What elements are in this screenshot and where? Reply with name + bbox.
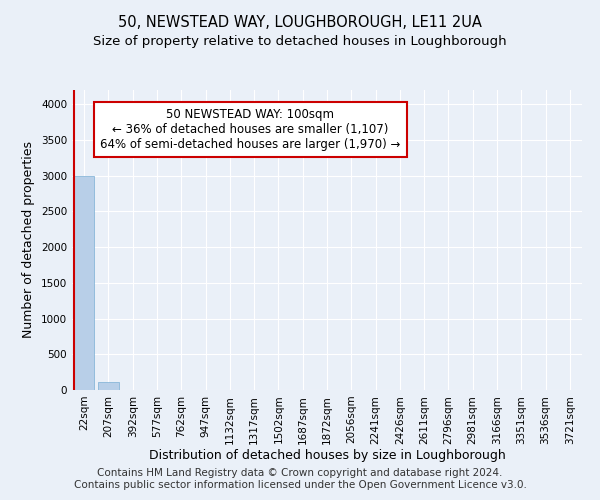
Text: Contains HM Land Registry data © Crown copyright and database right 2024.
Contai: Contains HM Land Registry data © Crown c…	[74, 468, 526, 490]
Bar	[74, 176, 94, 390]
Y-axis label: Number of detached properties: Number of detached properties	[22, 142, 35, 338]
X-axis label: Distribution of detached houses by size in Loughborough: Distribution of detached houses by size …	[149, 449, 505, 462]
Text: 50 NEWSTEAD WAY: 100sqm
← 36% of detached houses are smaller (1,107)
64% of semi: 50 NEWSTEAD WAY: 100sqm ← 36% of detache…	[100, 108, 401, 151]
Bar	[98, 382, 119, 390]
Text: Size of property relative to detached houses in Loughborough: Size of property relative to detached ho…	[93, 35, 507, 48]
Text: 50, NEWSTEAD WAY, LOUGHBOROUGH, LE11 2UA: 50, NEWSTEAD WAY, LOUGHBOROUGH, LE11 2UA	[118, 15, 482, 30]
